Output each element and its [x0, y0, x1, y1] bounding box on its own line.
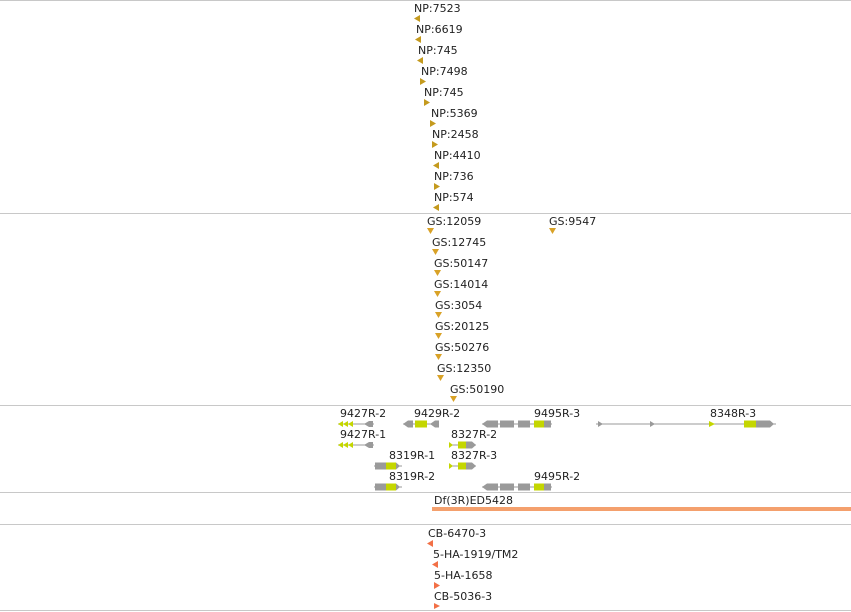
transcript-label: 9427R-1 — [340, 428, 387, 441]
insertion-label: GS:12745 — [432, 236, 487, 249]
transcript-label: 8348R-3 — [710, 407, 757, 420]
transcript-glyph — [338, 421, 374, 427]
transcript-glyph — [338, 442, 374, 448]
insertion-label: NP:745 — [418, 44, 458, 57]
insertion-label: GS:14014 — [434, 278, 489, 291]
insertion-label: NP:2458 — [432, 128, 479, 141]
transcript-label: 8319R-1 — [389, 449, 436, 462]
transcript-label: 9495R-3 — [534, 407, 581, 420]
triangle-down-icon — [427, 228, 434, 234]
transcript-glyph — [482, 483, 552, 491]
insertion-label: CB-5036-3 — [434, 590, 493, 603]
insertion-label: NP:6619 — [416, 23, 463, 36]
transcript-glyph — [374, 483, 402, 491]
triangle-down-icon — [434, 270, 441, 276]
triangle-left-icon — [432, 561, 438, 568]
track-separator — [0, 405, 851, 406]
transcript-label: 9495R-2 — [534, 470, 581, 483]
transcript-glyph — [449, 462, 476, 470]
transcript-label: 8327R-2 — [451, 428, 498, 441]
insertion-label: GS:50276 — [435, 341, 490, 354]
transcript-glyph — [403, 420, 439, 428]
triangle-down-icon — [437, 375, 444, 381]
triangle-left-icon — [417, 57, 423, 64]
insertion-label: GS:20125 — [435, 320, 490, 333]
insertion-label: NP:7498 — [421, 65, 468, 78]
triangle-right-icon — [424, 99, 430, 106]
triangle-left-icon — [433, 162, 439, 169]
track-separator — [0, 492, 851, 493]
triangle-left-icon — [414, 15, 420, 22]
transcript-label: 8327R-3 — [451, 449, 498, 462]
transcript-label: 9427R-2 — [340, 407, 387, 420]
insertion-label: 5-HA-1919/TM2 — [433, 548, 519, 561]
insertion-label: GS:12059 — [427, 215, 482, 228]
deficiency-label: Df(3R)ED5428 — [434, 494, 513, 507]
triangle-down-icon — [435, 354, 442, 360]
insertion-label: NP:7523 — [414, 2, 461, 15]
insertion-label: NP:5369 — [431, 107, 478, 120]
triangle-down-icon — [435, 312, 442, 318]
transcript-glyph — [449, 441, 476, 449]
triangle-right-icon — [434, 582, 440, 589]
transcript-label: 8319R-2 — [389, 470, 436, 483]
transcript-glyph — [482, 420, 552, 428]
triangle-right-icon — [434, 603, 440, 609]
triangle-right-icon — [432, 141, 438, 148]
insertion-label: GS:50190 — [450, 383, 505, 396]
triangle-right-icon — [430, 120, 436, 127]
insertion-label: GS:50147 — [434, 257, 489, 270]
transcript-glyph — [374, 462, 402, 470]
deficiency-bar — [432, 507, 851, 511]
insertion-label: NP:745 — [424, 86, 464, 99]
triangle-down-icon — [549, 228, 556, 234]
track-separator — [0, 0, 851, 1]
insertion-label: CB-6470-3 — [428, 527, 487, 540]
triangle-left-icon — [433, 204, 439, 211]
triangle-right-icon — [420, 78, 426, 85]
triangle-right-icon — [434, 183, 440, 190]
transcript-label: 9429R-2 — [414, 407, 461, 420]
track-separator — [0, 610, 851, 611]
triangle-down-icon — [435, 333, 442, 339]
insertion-label: GS:9547 — [549, 215, 597, 228]
transcript-glyph — [596, 420, 776, 428]
insertion-label: GS:3054 — [435, 299, 483, 312]
insertion-label: NP:736 — [434, 170, 474, 183]
track-separator — [0, 213, 851, 214]
triangle-down-icon — [450, 396, 457, 402]
insertion-label: NP:574 — [434, 191, 474, 204]
triangle-down-icon — [434, 291, 441, 297]
insertion-label: GS:12350 — [437, 362, 492, 375]
insertion-label: 5-HA-1658 — [434, 569, 493, 582]
insertion-label: NP:4410 — [434, 149, 481, 162]
triangle-left-icon — [415, 36, 421, 43]
triangle-left-icon — [427, 540, 433, 547]
triangle-down-icon — [432, 249, 439, 255]
track-separator — [0, 524, 851, 525]
